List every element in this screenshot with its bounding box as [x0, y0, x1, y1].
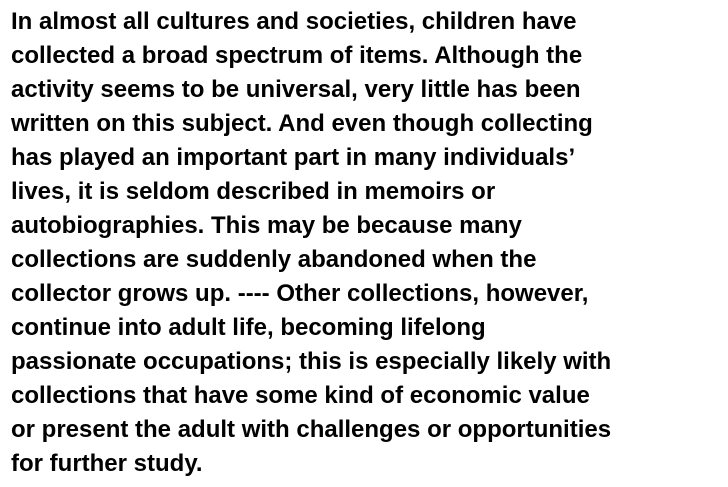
passage-line-8: collections are suddenly abandoned when … [11, 246, 537, 273]
passage-line-1: In almost all cultures and societies, ch… [11, 8, 577, 35]
passage-line-9: collector grows up. ---- Other collectio… [11, 280, 589, 307]
passage-line-7: autobiographies. This may be because man… [11, 212, 522, 239]
passage-line-12: collections that have some kind of econo… [11, 382, 590, 409]
passage-paragraph: In almost all cultures and societies, ch… [11, 5, 727, 481]
passage-line-3: activity seems to be universal, very lit… [11, 76, 581, 103]
passage-line-2: collected a broad spectrum of items. Alt… [11, 42, 583, 69]
passage-line-13: or present the adult with challenges or … [11, 416, 612, 443]
document-page: In almost all cultures and societies, ch… [11, 5, 727, 481]
passage-line-5: has played an important part in many ind… [11, 144, 576, 171]
passage-line-4: written on this subject. And even though… [11, 110, 593, 137]
passage-line-6: lives, it is seldom described in memoirs… [11, 178, 496, 205]
passage-line-10: continue into adult life, becoming lifel… [11, 314, 486, 341]
passage-line-11: passionate occupations; this is especial… [11, 348, 612, 375]
passage-line-14: for further study. [11, 450, 203, 477]
